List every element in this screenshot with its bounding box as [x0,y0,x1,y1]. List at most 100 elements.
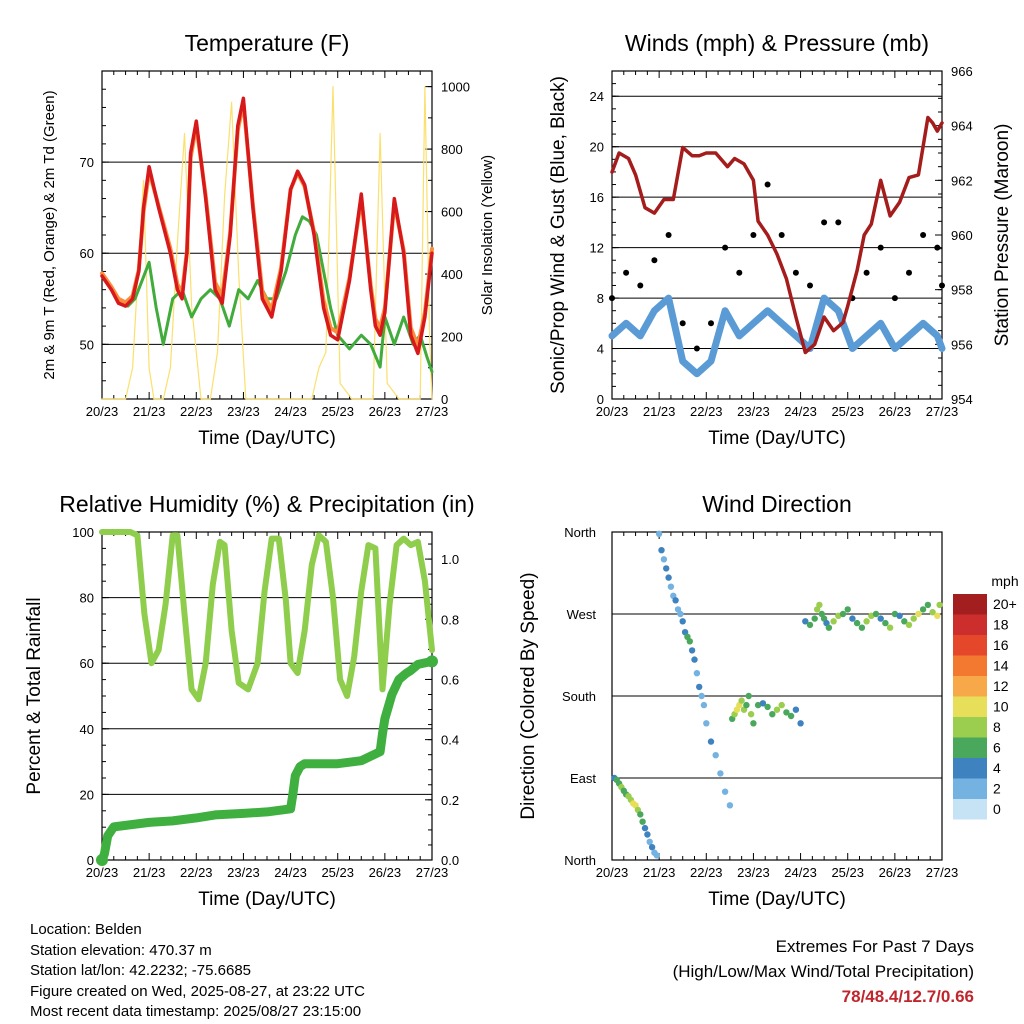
pressure-line [610,115,944,355]
direction-point [787,712,795,720]
legend-label: 8 [993,719,1001,735]
direction-point [934,612,941,619]
created-text: Figure created on Wed, 2025-08-27, at 23… [30,982,365,1000]
winds-y2tick-label: 964 [951,119,973,134]
rh_precip-ylabel: Percent & Total Rainfall [24,597,45,794]
legend-label: 12 [993,678,1009,694]
rh_precip-ytick-label: 0 [87,853,94,868]
elevation-text: Station elevation: 470.37 m [30,941,212,959]
winds-xtick-label: 26/23 [879,404,912,419]
temperature-y2tick-label: 200 [441,330,463,345]
rh_precip-ytick-label: 40 [80,722,94,737]
winds-ytick-label: 20 [590,140,604,155]
rh_precip-xtick-label: 22/23 [180,865,213,880]
direction-point [919,606,927,613]
temperature-ytick-label: 60 [80,246,94,261]
wind_direction-ytick-label: East [570,771,596,786]
direction-point [816,601,823,609]
location-text: Location: Belden [30,921,142,938]
direction-point [915,610,922,618]
temperature-y2tick-label: 800 [441,142,463,157]
legend-label: 16 [993,637,1009,653]
wind_direction-xtick-label: 22/23 [690,865,723,880]
gust-point [679,320,686,327]
dewpoint-2m-line [100,215,434,374]
direction-point [792,706,800,713]
rh_precip-xtick-label: 21/23 [133,865,166,880]
gust-point [939,282,945,289]
temperature-xtick-label: 27/23 [416,404,449,419]
direction-point [830,618,837,625]
gust-point [708,320,714,327]
direction-point [641,824,649,832]
rh_precip-xtick-label: 20/23 [86,865,119,880]
rh_precip-xtick-label: 24/23 [274,865,307,880]
gust-point [665,232,672,238]
wind_direction-xtick-label: 21/23 [643,865,676,880]
direction-point [825,624,833,631]
winds-xtick-label: 25/23 [831,404,864,419]
precipitation-line [97,656,437,865]
direction-point [872,610,880,618]
direction-point [696,683,703,691]
direction-point [802,618,809,625]
direction-point [648,844,656,851]
rh_precip-y2tick-label: 0.4 [441,733,459,748]
winds-y2tick-label: 960 [951,228,973,243]
wind_direction-title: Wind Direction [702,491,852,517]
winds-y2tick-label: 956 [951,337,973,352]
winds-ytick-label: 0 [597,392,604,407]
winds-ylabel: Sonic/Prop Wind & Gust (Blue, Black) [548,76,569,394]
wind_direction-ylabel: Direction (Colored By Speed) [518,572,539,819]
direction-point [646,838,653,845]
legend-swatch [953,635,987,656]
direction-point [924,601,932,609]
winds-xtick-label: 24/23 [784,404,817,419]
rh_precip-y2tick-label: 0.0 [441,853,459,868]
winds-y2tick-label: 962 [951,173,973,188]
timestamp-text: Most recent data timestamp: 2025/08/27 2… [30,1003,362,1020]
legend-swatch [953,614,987,635]
direction-point [783,709,790,716]
direction-point [778,701,785,709]
direction-point [769,711,776,718]
direction-point [667,583,675,590]
legend-label: 20+ [993,596,1017,612]
temperature-xtick-label: 23/23 [227,404,260,419]
winds-xtick-label: 22/23 [690,404,723,419]
temperature-xtick-label: 26/23 [369,404,402,419]
direction-point [896,612,903,619]
direction-point [936,601,943,609]
rh_precip-ytick-label: 80 [80,591,94,606]
direction-point [688,647,696,654]
rh_precip-ytick-label: 20 [80,787,94,802]
rh_precip-y2tick-label: 0.6 [441,672,459,687]
direction-point [901,618,908,625]
wind_direction-xtick-label: 23/23 [737,865,770,880]
legend-label: 2 [993,781,1001,797]
extremes-block: Extremes For Past 7 Days (High/Low/Max W… [673,934,974,1009]
temperature-xlabel: Time (Day/UTC) [198,428,336,449]
direction-point [691,656,698,663]
direction-point [863,618,870,625]
winds-title: Winds (mph) & Pressure (mb) [625,30,929,56]
direction-point [665,574,672,581]
direction-point [693,670,701,677]
wind_direction-xtick-label: 26/23 [879,865,912,880]
direction-point [653,852,660,859]
temperature-ytick-label: 50 [80,337,94,352]
direction-point [839,610,847,618]
direction-point [747,711,755,718]
direction-point [712,752,719,759]
legend-swatch [953,655,987,676]
winds-y2label: Station Pressure (Maroon) [992,124,1013,347]
temperature-ylabel: 2m & 9m T (Red, Orange) & 2m Td (Green) [41,90,58,379]
legend-swatch [953,696,987,717]
rh_precip-xtick-label: 27/23 [416,865,449,880]
wind_direction-ytick-label: South [562,689,596,704]
direction-point [743,701,750,709]
direction-point [738,697,745,704]
temperature-xtick-label: 21/23 [133,404,166,419]
wind_direction-ytick-label: North [564,853,596,868]
legend-swatch [953,778,987,799]
